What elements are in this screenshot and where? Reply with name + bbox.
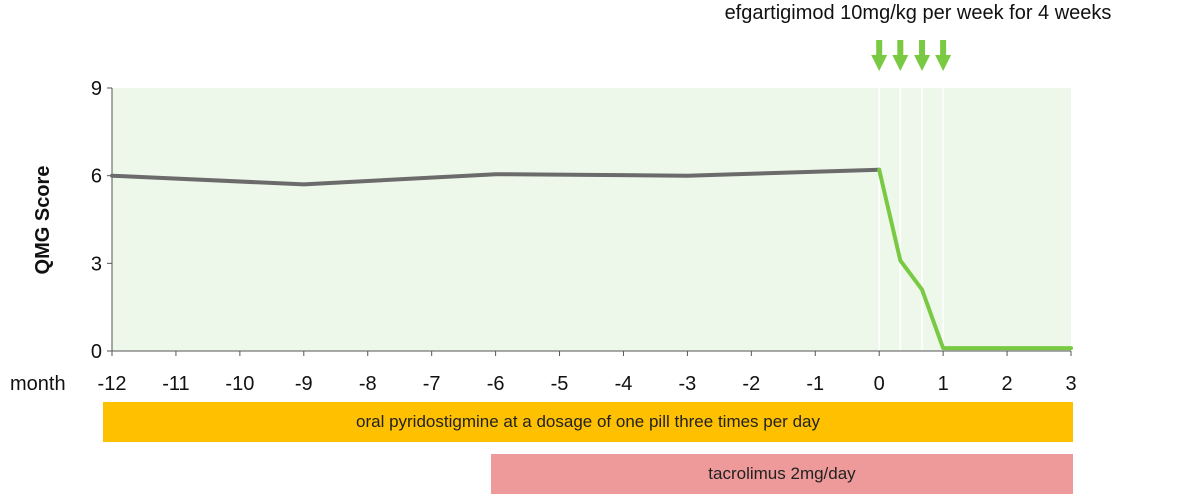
pyridostigmine-bar: oral pyridostigmine at a dosage of one p…	[103, 402, 1073, 442]
dose-arrow-1	[892, 40, 909, 71]
x-tick-label: -10	[225, 373, 254, 395]
plot-background	[112, 88, 1071, 351]
x-tick-label: -4	[615, 373, 633, 395]
dose-arrow-0	[871, 40, 888, 71]
x-tick-label: -5	[551, 373, 569, 395]
series-line-0	[110, 167, 882, 187]
tacrolimus-bar: tacrolimus 2mg/day	[491, 454, 1073, 494]
pyridostigmine-label: oral pyridostigmine at a dosage of one p…	[356, 412, 820, 431]
x-tick-label: 3	[1065, 373, 1076, 395]
x-ticks: -12 -11 -10 -9 -8 -7 -6 -5 -4 -3 -2 -1 0 1 2 3	[98, 351, 1077, 395]
dose-arrows	[871, 40, 952, 71]
y-tick-label: 6	[91, 166, 102, 188]
series-lines	[110, 167, 1073, 351]
x-tick-label: 1	[938, 373, 949, 395]
y-axis-label: QMG Score	[32, 166, 54, 275]
x-tick-label: -8	[359, 373, 377, 395]
x-tick-label: 2	[1002, 373, 1013, 395]
x-tick-label: -7	[423, 373, 441, 395]
x-tick-label: -9	[295, 373, 313, 395]
x-tick-label: -1	[806, 373, 824, 395]
x-axis-label: month	[10, 373, 66, 395]
y-tick-label: 9	[91, 78, 102, 100]
treatment-week-lines	[878, 88, 944, 351]
x-tick-label: -6	[487, 373, 505, 395]
dose-arrow-3	[935, 40, 952, 71]
x-tick-label: -2	[742, 373, 760, 395]
tacrolimus-label: tacrolimus 2mg/day	[708, 464, 856, 483]
y-tick-label: 0	[91, 341, 102, 363]
series-line-1	[877, 167, 1073, 351]
y-tick-label: 3	[91, 253, 102, 275]
dose-arrow-2	[914, 40, 931, 71]
x-tick-label: -3	[679, 373, 697, 395]
x-tick-label: 0	[874, 373, 885, 395]
x-tick-label: -12	[98, 373, 127, 395]
x-tick-label: -11	[162, 373, 189, 395]
y-ticks: 0 3 6 9	[91, 78, 112, 363]
efgartigimod-annotation: efgartigimod 10mg/kg per week for 4 week…	[725, 2, 1112, 24]
